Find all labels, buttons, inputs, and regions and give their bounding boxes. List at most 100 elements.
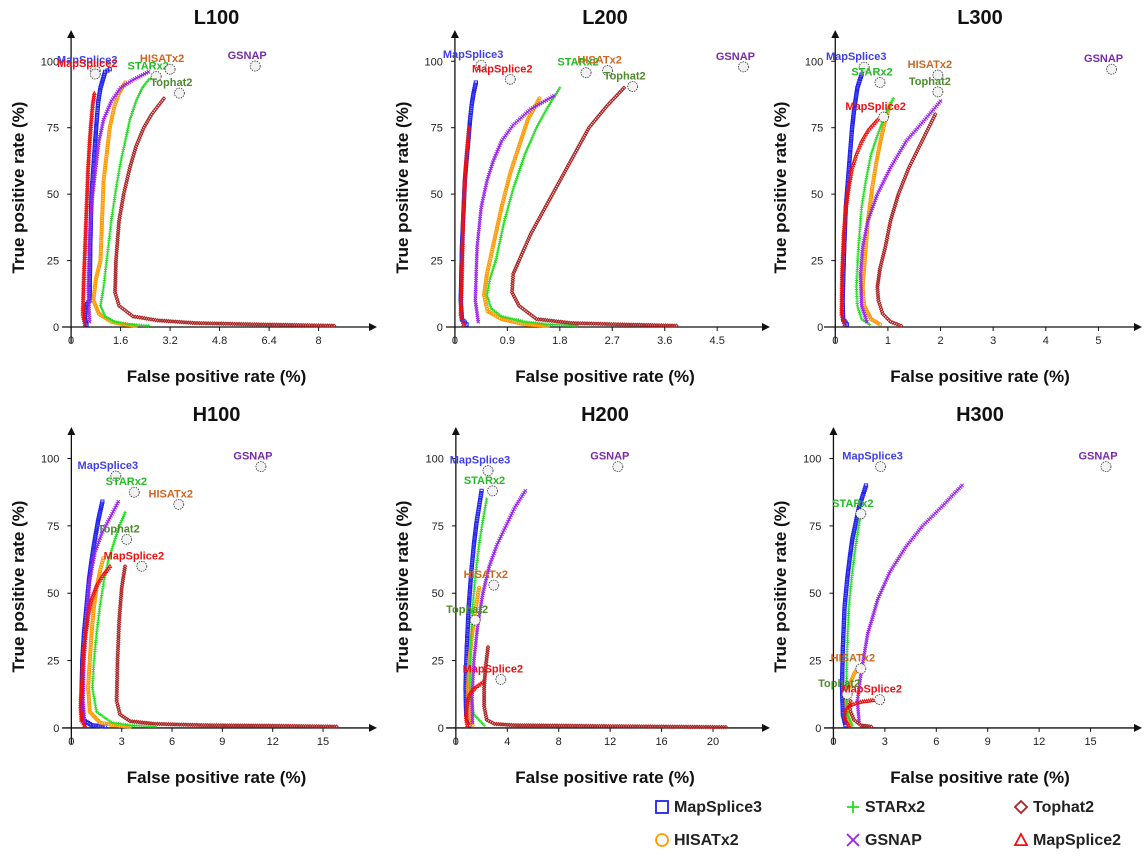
data-point: [873, 140, 877, 144]
data-point: [531, 134, 535, 138]
data-point: [87, 656, 93, 661]
data-point: [863, 242, 869, 248]
data-point: [850, 723, 854, 727]
legend-item-mapsplice3: MapSplice3: [655, 799, 762, 816]
data-point: [104, 721, 109, 726]
data-point: [469, 569, 474, 574]
data-point: [106, 517, 111, 522]
data-point: [856, 306, 860, 310]
data-point: [840, 262, 845, 267]
final-point-marker: [1106, 63, 1117, 75]
data-point: [483, 282, 488, 287]
data-point: [465, 636, 470, 641]
data-point: [463, 678, 468, 683]
data-point: [874, 138, 878, 142]
data-point: [101, 189, 106, 195]
data-point: [96, 99, 101, 104]
data-point: [487, 258, 492, 263]
final-point-marker: [875, 461, 886, 473]
data-point: [840, 251, 846, 256]
annotation-starx2: STARx2: [851, 67, 892, 79]
data-point: [889, 100, 893, 105]
data-point: [883, 242, 889, 248]
data-point: [90, 96, 96, 102]
final-point-marker: [874, 77, 886, 88]
data-point: [131, 107, 135, 111]
y-axis-label: True positive rate (%): [9, 102, 28, 274]
data-point: [885, 108, 889, 113]
x-axis-label: False positive rate (%): [515, 367, 695, 386]
data-point: [87, 602, 93, 607]
data-point: [100, 194, 106, 199]
data-point: [869, 190, 874, 196]
series-hisatx2: [86, 556, 133, 729]
annotation-starx2: STARx2: [464, 475, 505, 487]
data-point: [515, 177, 519, 181]
x-tick-label: 9: [219, 736, 225, 748]
data-point: [498, 211, 503, 216]
data-point: [482, 297, 488, 302]
data-point: [839, 284, 845, 290]
data-point: [95, 103, 101, 108]
data-point: [81, 651, 87, 656]
data-point: [116, 635, 121, 641]
data-point: [884, 173, 889, 178]
data-point: [488, 302, 492, 306]
data-point: [844, 194, 850, 199]
data-point: [80, 308, 86, 314]
data-point: [840, 658, 845, 663]
data-point: [876, 298, 881, 303]
data-point: [462, 175, 468, 181]
data-point: [492, 238, 497, 244]
data-point: [483, 715, 489, 720]
data-point: [91, 92, 97, 98]
data-point: [518, 138, 524, 143]
data-point: [878, 186, 883, 190]
data-point: [462, 180, 468, 185]
data-point: [465, 131, 471, 137]
data-point: [114, 682, 120, 688]
data-point: [92, 291, 97, 297]
data-point: [460, 226, 466, 232]
data-point: [849, 134, 854, 139]
data-point: [106, 136, 111, 141]
data-point: [872, 144, 876, 148]
data-point: [840, 701, 845, 706]
data-point: [116, 626, 122, 632]
data-point: [113, 262, 119, 268]
data-point: [99, 229, 104, 234]
data-point: [887, 167, 892, 172]
data-point: [847, 175, 853, 181]
data-point: [516, 173, 520, 177]
final-point-marker: [121, 533, 133, 545]
data-point: [99, 562, 104, 568]
data-point: [106, 718, 110, 722]
data-point: [80, 286, 86, 292]
data-point: [464, 716, 469, 722]
data-point: [88, 121, 94, 126]
final-point-marker: [128, 486, 140, 498]
data-point: [84, 620, 90, 626]
data-point: [842, 220, 847, 225]
data-point: [869, 188, 874, 194]
data-point: [99, 83, 104, 88]
final-point-marker: [487, 485, 498, 497]
data-point: [99, 223, 104, 228]
data-point: [78, 717, 84, 722]
mapsplice2-legend-marker: [1013, 832, 1029, 846]
annotation-starx2: STARx2: [127, 60, 168, 72]
data-point: [133, 103, 137, 107]
data-point: [492, 265, 496, 269]
data-point: [81, 273, 87, 278]
data-point: [885, 233, 890, 239]
data-point: [116, 93, 121, 98]
annotation-starx2: STARx2: [106, 476, 147, 488]
data-point: [492, 309, 497, 313]
data-point: [482, 286, 488, 291]
data-point: [839, 288, 845, 294]
data-point: [873, 164, 878, 169]
data-point: [102, 169, 107, 175]
data-point: [465, 633, 470, 638]
data-point: [877, 145, 882, 150]
